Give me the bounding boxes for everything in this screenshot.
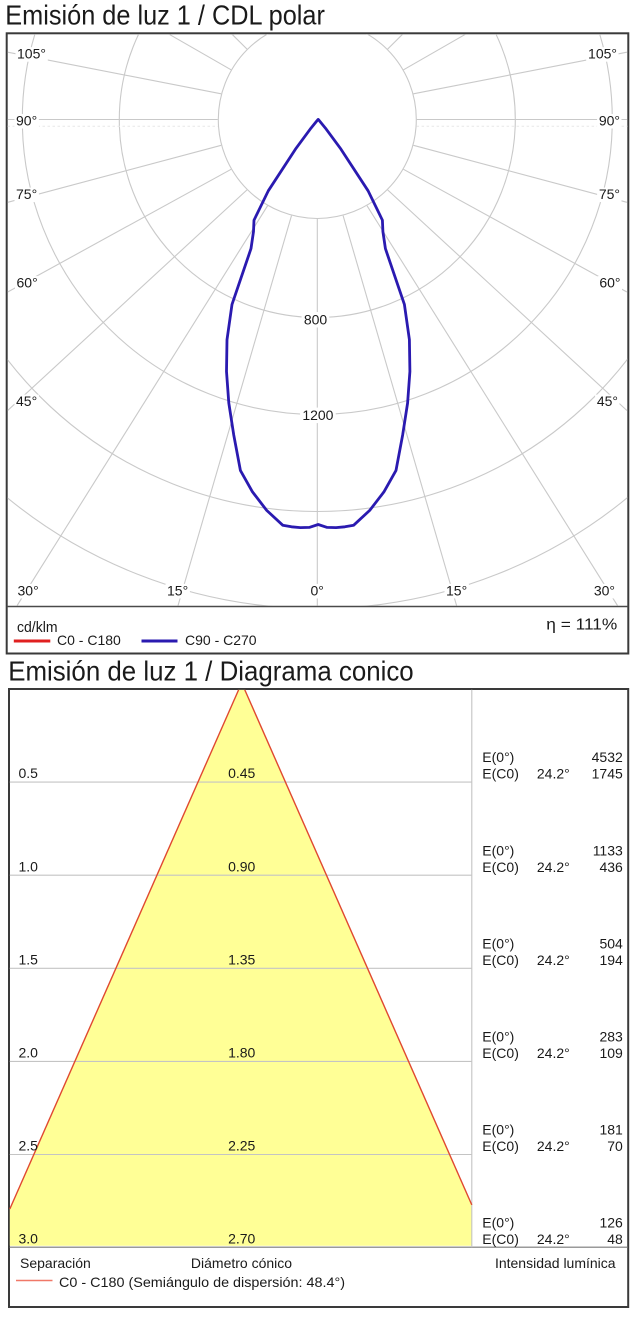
svg-text:1.5: 1.5 (19, 951, 39, 967)
svg-text:0.45: 0.45 (228, 765, 255, 781)
svg-text:C90 - C270: C90 - C270 (185, 632, 257, 648)
svg-text:800: 800 (304, 311, 328, 327)
svg-text:Emisión de luz 1 / CDL polar: Emisión de luz 1 / CDL polar (5, 0, 325, 31)
svg-text:60°: 60° (599, 275, 620, 291)
svg-text:75°: 75° (16, 186, 37, 202)
svg-text:2.25: 2.25 (228, 1138, 255, 1154)
svg-text:15°: 15° (167, 582, 188, 598)
svg-text:2.70: 2.70 (228, 1231, 255, 1247)
svg-text:1.0: 1.0 (19, 858, 39, 874)
svg-text:105°: 105° (588, 46, 617, 62)
svg-text:504: 504 (599, 935, 623, 951)
svg-text:75°: 75° (599, 186, 620, 202)
svg-text:30°: 30° (18, 582, 39, 598)
svg-text:C0 - C180: C0 - C180 (57, 632, 121, 648)
svg-text:24.2°: 24.2° (537, 859, 570, 875)
svg-text:24.2°: 24.2° (537, 1138, 570, 1154)
svg-text:90°: 90° (599, 112, 620, 128)
svg-text:1133: 1133 (593, 842, 623, 858)
svg-text:cd/klm: cd/klm (17, 619, 58, 636)
svg-text:1.35: 1.35 (228, 951, 255, 967)
svg-text:24.2°: 24.2° (537, 952, 570, 968)
svg-text:E(C0): E(C0) (482, 766, 519, 782)
svg-text:126: 126 (599, 1215, 623, 1231)
svg-text:E(C0): E(C0) (482, 1138, 519, 1154)
svg-text:Separación: Separación (20, 1255, 91, 1271)
svg-text:4532: 4532 (592, 749, 623, 765)
svg-text:1.80: 1.80 (228, 1045, 255, 1061)
svg-text:E(0°): E(0°) (482, 749, 514, 765)
svg-text:436: 436 (599, 859, 623, 875)
svg-text:E(0°): E(0°) (482, 842, 514, 858)
svg-text:E(C0): E(C0) (482, 1231, 519, 1247)
svg-text:E(C0): E(C0) (482, 1045, 519, 1061)
svg-text:181: 181 (599, 1122, 623, 1138)
svg-text:E(0°): E(0°) (482, 1122, 514, 1138)
svg-text:1745: 1745 (592, 766, 623, 782)
svg-text:90°: 90° (16, 112, 37, 128)
svg-text:30°: 30° (594, 582, 615, 598)
svg-text:0.90: 0.90 (228, 858, 255, 874)
svg-text:24.2°: 24.2° (537, 1231, 570, 1247)
svg-text:45°: 45° (597, 393, 618, 409)
svg-text:109: 109 (599, 1045, 623, 1061)
svg-text:0.5: 0.5 (19, 765, 39, 781)
svg-text:194: 194 (599, 952, 623, 968)
svg-text:Diámetro cónico: Diámetro cónico (191, 1255, 292, 1271)
svg-text:E(0°): E(0°) (482, 935, 514, 951)
svg-text:48: 48 (607, 1231, 623, 1247)
svg-text:1200: 1200 (302, 407, 333, 423)
svg-text:η = 111%: η = 111% (546, 617, 617, 634)
svg-text:15°: 15° (446, 582, 467, 598)
svg-text:24.2°: 24.2° (537, 1045, 570, 1061)
svg-text:E(C0): E(C0) (482, 952, 519, 968)
svg-text:E(0°): E(0°) (482, 1215, 514, 1231)
svg-text:283: 283 (599, 1029, 623, 1045)
svg-text:C0 - C180 (Semiángulo de dispe: C0 - C180 (Semiángulo de dispersión: 48.… (59, 1274, 345, 1290)
svg-text:60°: 60° (17, 275, 38, 291)
svg-text:2.5: 2.5 (19, 1138, 39, 1154)
svg-text:E(0°): E(0°) (482, 1029, 514, 1045)
svg-text:24.2°: 24.2° (537, 766, 570, 782)
svg-text:3.0: 3.0 (19, 1231, 39, 1247)
svg-text:2.0: 2.0 (19, 1045, 39, 1061)
svg-text:E(C0): E(C0) (482, 859, 519, 875)
svg-text:Intensidad lumínica: Intensidad lumínica (495, 1255, 616, 1271)
svg-text:0°: 0° (311, 582, 324, 598)
svg-text:Emisión de luz 1 / Diagrama co: Emisión de luz 1 / Diagrama conico (8, 655, 414, 686)
svg-text:70: 70 (607, 1138, 623, 1154)
svg-text:105°: 105° (17, 46, 46, 62)
svg-text:45°: 45° (16, 393, 37, 409)
